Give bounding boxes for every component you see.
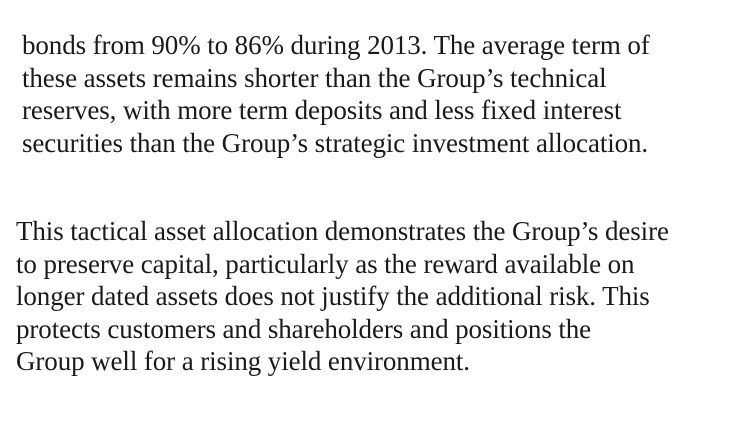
text-line: protects customers and shareholders and … [16, 313, 592, 344]
text-line: This tactical asset allocation demonstra… [16, 216, 669, 246]
paragraph-tactical-allocation: This tactical asset allocation demonstra… [16, 215, 669, 378]
text-line: to preserve capital, particularly as the… [16, 248, 635, 279]
paragraph-investment-term: bonds from 90% to 86% during 2013. The a… [22, 29, 650, 159]
text-line: securities than the Group’s strategic in… [22, 127, 649, 158]
text-line: bonds from 90% to 86% during 2013. The a… [22, 30, 650, 60]
text-line: Group well for a rising yield environmen… [16, 346, 470, 376]
text-line: longer dated assets does not justify the… [16, 281, 650, 311]
text-line: reserves, with more term deposits and le… [22, 95, 622, 125]
text-line: these assets remains shorter than the Gr… [22, 62, 607, 93]
